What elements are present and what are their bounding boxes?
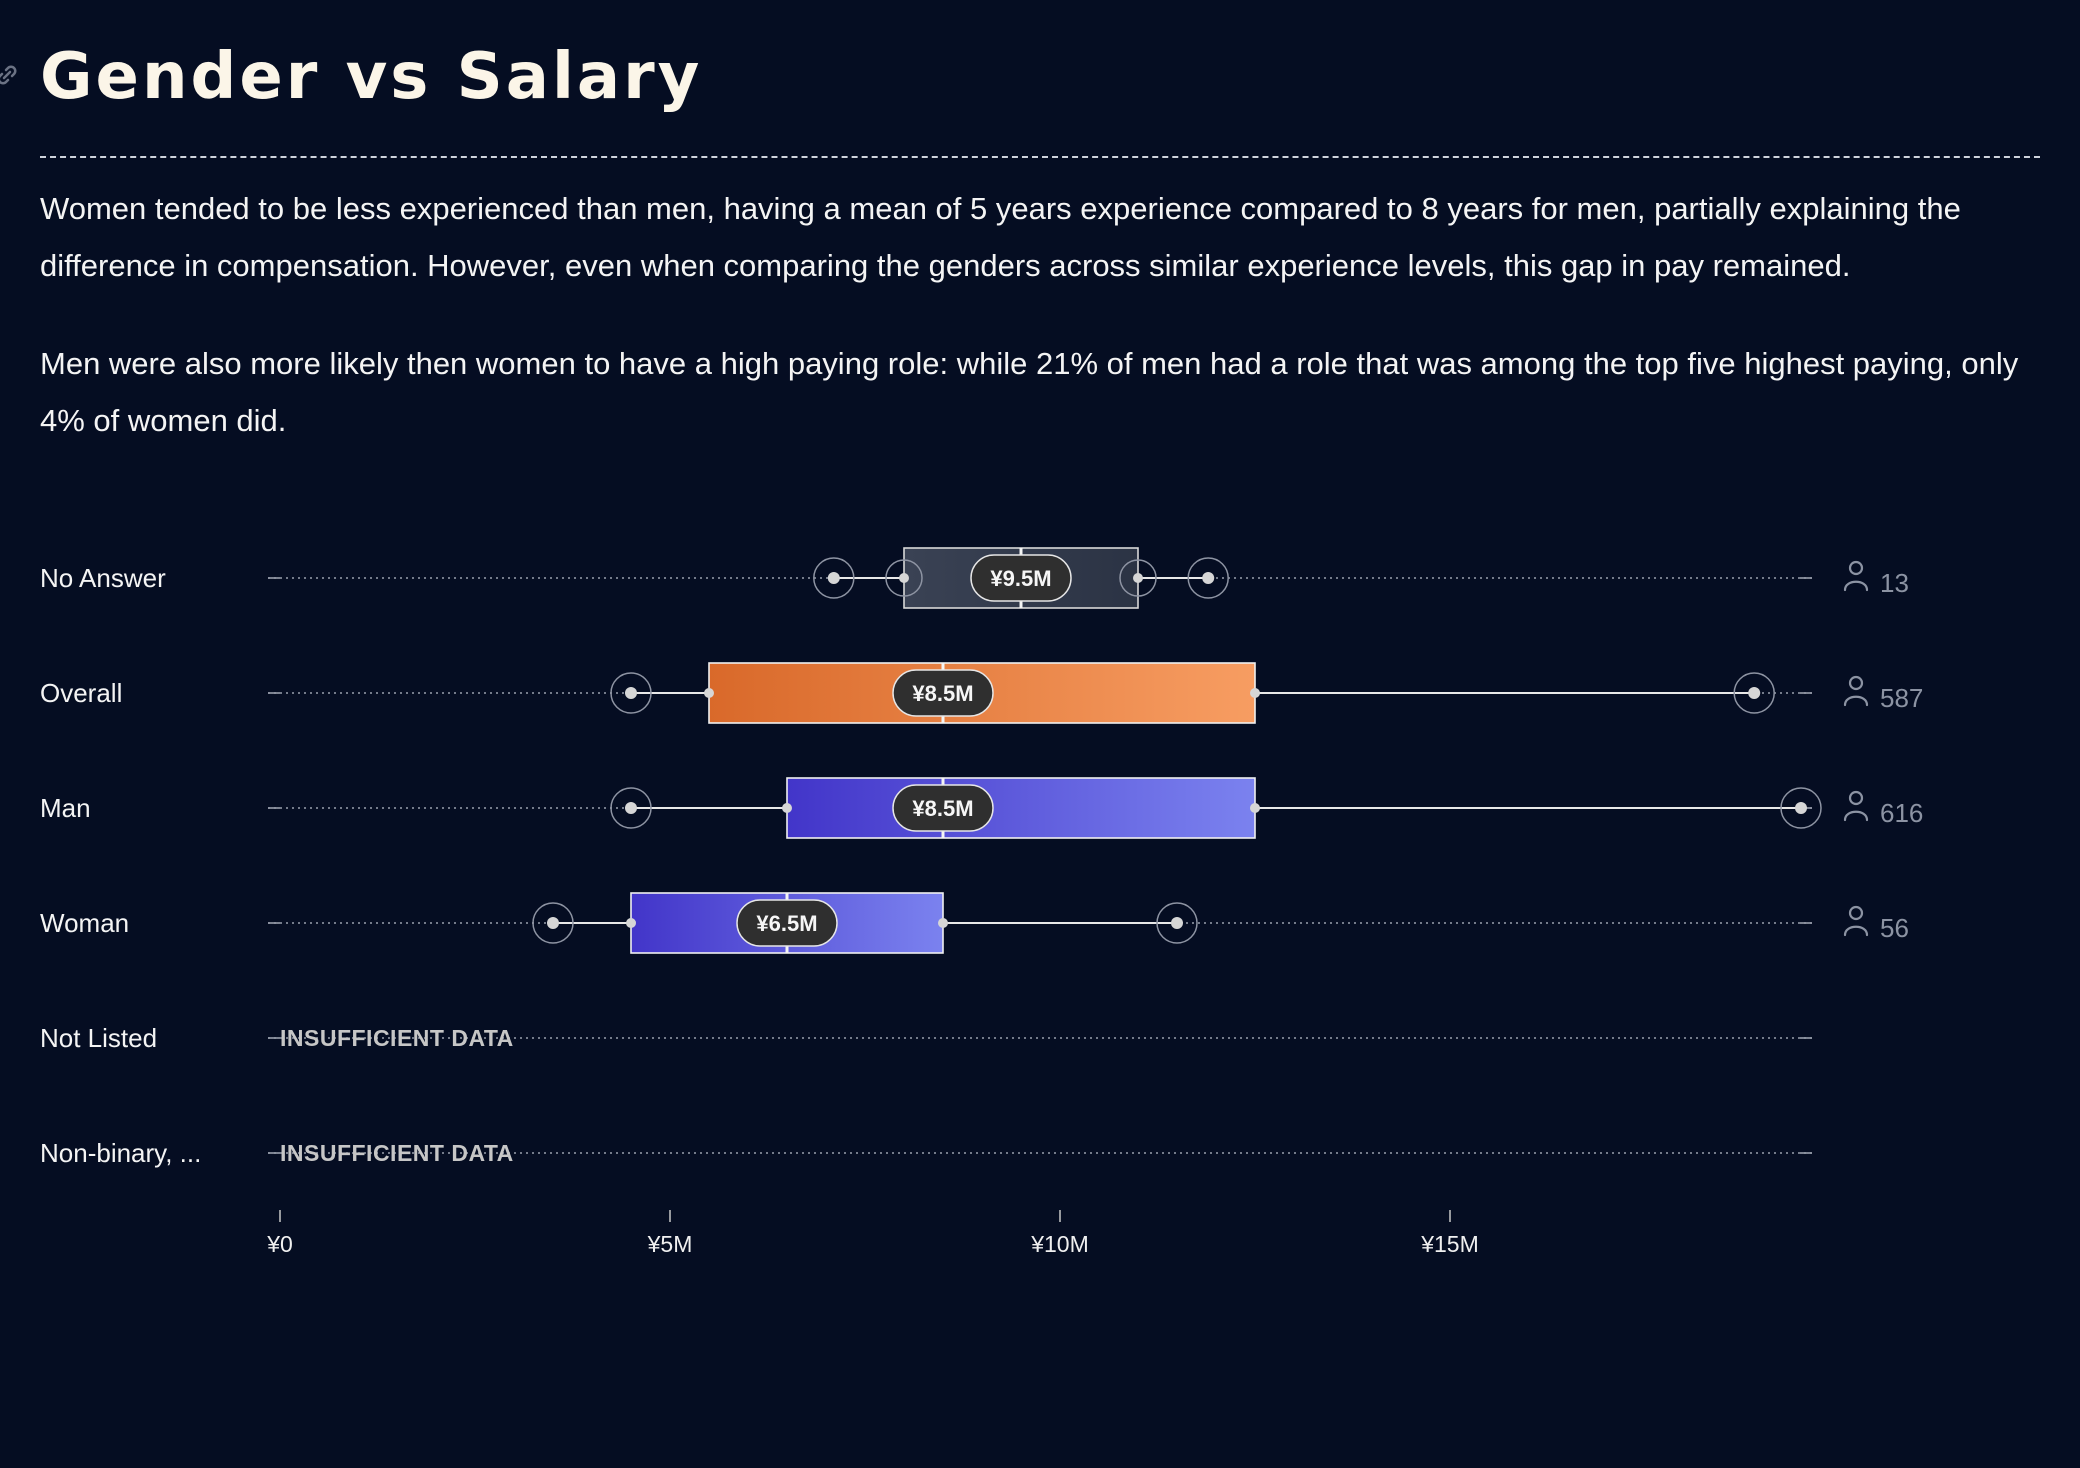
insufficient-data-label: INSUFFICIENT DATA: [280, 1140, 514, 1166]
q3-dot-no-answer: [1133, 573, 1143, 583]
row-label-no-answer: No Answer: [40, 563, 166, 593]
link-icon[interactable]: [0, 62, 20, 88]
median-label-man: ¥8.5M: [912, 796, 973, 821]
median-label-woman: ¥6.5M: [756, 911, 817, 936]
q3-dot-man: [1250, 803, 1260, 813]
row-label-man: Man: [40, 793, 91, 823]
page-title: Gender vs Salary: [40, 40, 703, 114]
median-label-no-answer: ¥9.5M: [990, 566, 1051, 591]
median-pill-woman: [736, 899, 838, 947]
person-icon: [1843, 675, 1869, 707]
paragraph-experience: Women tended to be less experienced than…: [40, 191, 1961, 283]
q1-dot-woman: [626, 918, 636, 928]
q1-dot-overall: [704, 688, 714, 698]
count-overall: 587: [1880, 683, 1923, 713]
median-pill-overall: [892, 669, 994, 717]
count-woman: 56: [1880, 913, 1909, 943]
whisker-high-man-marker-ring: [1780, 787, 1822, 829]
x-tick-label: ¥10M: [1030, 1231, 1089, 1257]
whisker-low-no-answer-marker: [827, 572, 840, 584]
q3-dot-overall: [1250, 688, 1260, 698]
count-no-answer: 13: [1880, 568, 1909, 598]
row-label-woman: Woman: [40, 908, 129, 938]
whisker-high-no-answer-marker-ring: [1187, 557, 1229, 599]
x-tick-label: ¥5M: [647, 1231, 693, 1257]
q1-dot-no-answer: [899, 573, 909, 583]
q3-dot-woman: [938, 918, 948, 928]
whisker-low-overall-marker-ring: [610, 672, 652, 714]
whisker-low-man-marker-ring: [610, 787, 652, 829]
row-label-not-listed: Not Listed: [40, 1023, 157, 1053]
median-pill-man: [892, 784, 994, 832]
paragraph-high-paying-roles: Men were also more likely then women to …: [40, 346, 2019, 438]
person-icon: [1843, 790, 1869, 822]
x-tick-label: ¥15M: [1420, 1231, 1479, 1257]
row-label-overall: Overall: [40, 678, 122, 708]
whisker-low-overall-marker: [625, 687, 637, 699]
whisker-high-no-answer-marker: [1202, 572, 1215, 584]
row-label-non-binary: Non-binary, ...: [40, 1138, 201, 1168]
q1-dot-man: [782, 803, 792, 813]
insufficient-data-label: INSUFFICIENT DATA: [280, 1025, 514, 1051]
whisker-high-woman-marker-ring: [1156, 902, 1198, 944]
whisker-high-woman-marker: [1171, 917, 1183, 929]
whisker-low-no-answer-marker-ring: [813, 557, 855, 599]
box-man[interactable]: [786, 777, 1256, 839]
person-icon: [1843, 905, 1869, 937]
whisker-low-man-marker: [625, 802, 637, 814]
whisker-high-overall-marker-ring: [1733, 672, 1775, 714]
count-man: 616: [1880, 798, 1923, 828]
median-pill-no-answer: [970, 554, 1072, 602]
x-tick-label: ¥0: [266, 1231, 293, 1257]
title-divider: [40, 156, 2040, 158]
median-label-overall: ¥8.5M: [912, 681, 973, 706]
whisker-low-woman-marker-ring: [532, 902, 574, 944]
whisker-high-overall-marker: [1748, 687, 1761, 699]
whisker-high-man-marker: [1795, 802, 1807, 814]
whisker-low-woman-marker: [547, 917, 559, 929]
person-icon: [1843, 560, 1869, 592]
